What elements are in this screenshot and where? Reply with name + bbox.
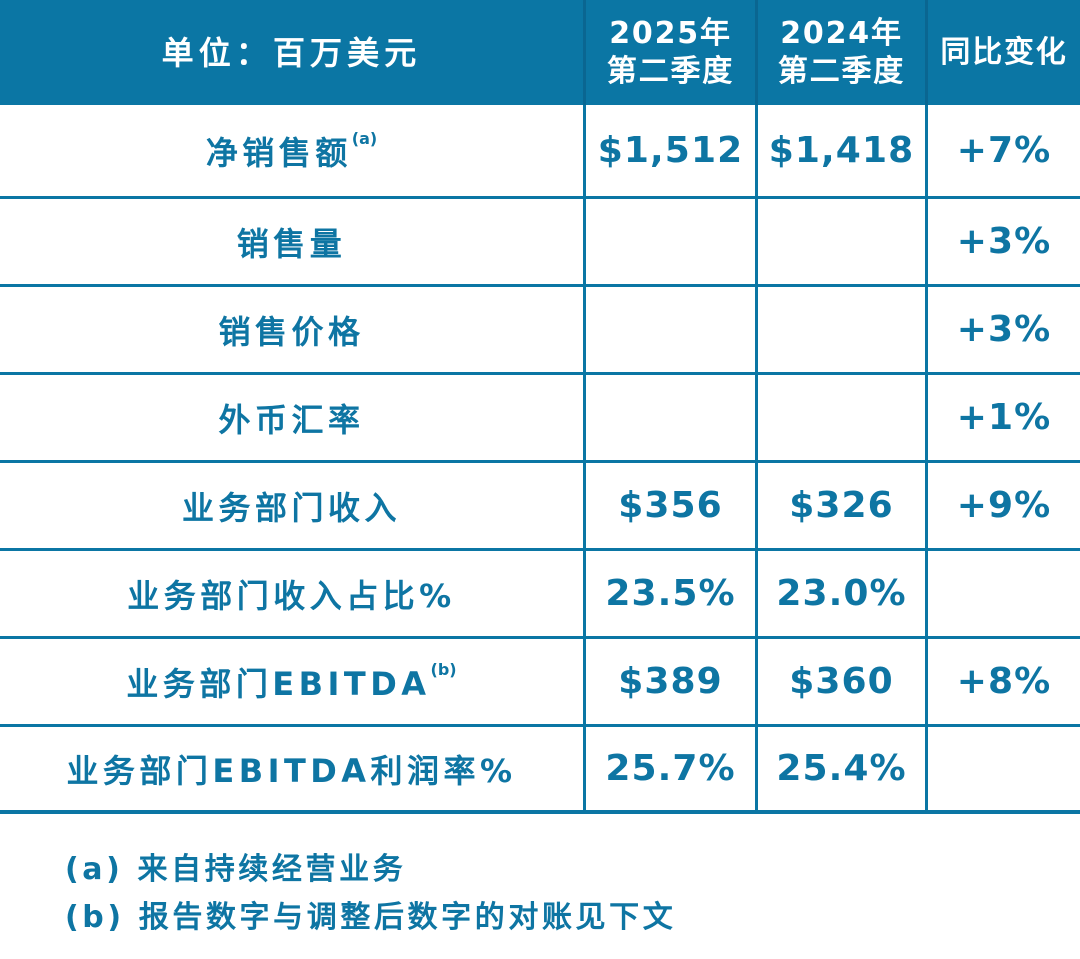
value-q2-2024: 23.0%	[776, 573, 907, 614]
value-q2-2025: $356	[618, 485, 723, 526]
yoy-change-label: 同比变化	[940, 34, 1068, 70]
value-yoy: +9%	[956, 485, 1052, 526]
value-yoy: +3%	[956, 309, 1052, 350]
footnote-marker-a: (a)	[351, 129, 378, 148]
header-unit-cell: 单位：百万美元	[0, 0, 583, 105]
table-row-segment-ebitda-margin: 业务部门EBITDA利润率% 25.7% 25.4%	[0, 724, 1080, 810]
value-q2-2024: $326	[789, 485, 894, 526]
row-label: 外币汇率	[218, 400, 365, 439]
value-q2-2024: $1,418	[768, 130, 915, 171]
table-row-net-sales: 净销售额 (a) $1,512 $1,418 +7%	[0, 105, 1080, 196]
table-row-sales-volume: 销售量 +3%	[0, 196, 1080, 284]
footnote-a: (a) 来自持续经营业务	[65, 852, 407, 887]
footnote-marker-b: (b)	[430, 660, 457, 679]
row-label: 销售量	[236, 224, 347, 263]
value-yoy: +1%	[956, 397, 1052, 438]
value-yoy: +7%	[956, 130, 1052, 171]
table-row-segment-income-pct: 业务部门收入占比% 23.5% 23.0%	[0, 548, 1080, 636]
value-q2-2025: 23.5%	[605, 573, 736, 614]
financial-summary-table: 单位：百万美元 2025年 第二季度 2024年 第二季度 同比变化 净销售额(…	[0, 0, 1080, 814]
footnotes: (a) 来自持续经营业务 (b) 报告数字与调整后数字的对账见下文	[0, 814, 1080, 942]
row-label: 业务部门收入	[182, 488, 401, 527]
row-label: 业务部门EBITDA	[126, 664, 431, 703]
value-yoy: +8%	[956, 661, 1052, 702]
row-label: 业务部门收入占比%	[127, 576, 456, 615]
unit-label: 单位：百万美元	[161, 33, 422, 72]
value-q2-2024: 25.4%	[776, 748, 907, 789]
value-q2-2024: $360	[789, 661, 894, 702]
table-header-row: 单位：百万美元 2025年 第二季度 2024年 第二季度 同比变化	[0, 0, 1080, 105]
header-q2-2024-cell: 2024年 第二季度	[755, 0, 925, 105]
q2-2025-quarter: 第二季度	[606, 53, 735, 89]
value-q2-2025: $1,512	[597, 130, 744, 171]
q2-2024-year: 2024年	[780, 16, 903, 51]
row-label: 净销售额	[205, 133, 352, 172]
q2-2025-year: 2025年	[609, 16, 732, 51]
footnote-b: (b) 报告数字与调整后数字的对账见下文	[65, 900, 677, 935]
table-body: 净销售额 (a) $1,512 $1,418 +7% 销售量 +3% 销售价格 +…	[0, 105, 1080, 810]
value-q2-2025: $389	[618, 661, 723, 702]
value-q2-2025: 25.7%	[605, 748, 736, 789]
table-row-segment-income: 业务部门收入 $356 $326 +9%	[0, 460, 1080, 548]
q2-2024-quarter: 第二季度	[777, 53, 906, 89]
table-row-sales-price: 销售价格 +3%	[0, 284, 1080, 372]
header-q2-2025-cell: 2025年 第二季度	[583, 0, 755, 105]
table-row-segment-ebitda: 业务部门EBITDA (b) $389 $360 +8%	[0, 636, 1080, 724]
value-yoy: +3%	[956, 221, 1052, 262]
row-label: 销售价格	[218, 312, 365, 351]
table-row-fx-rate: 外币汇率 +1%	[0, 372, 1080, 460]
row-label: 业务部门EBITDA利润率%	[66, 751, 517, 790]
header-yoy-cell: 同比变化	[925, 0, 1080, 105]
